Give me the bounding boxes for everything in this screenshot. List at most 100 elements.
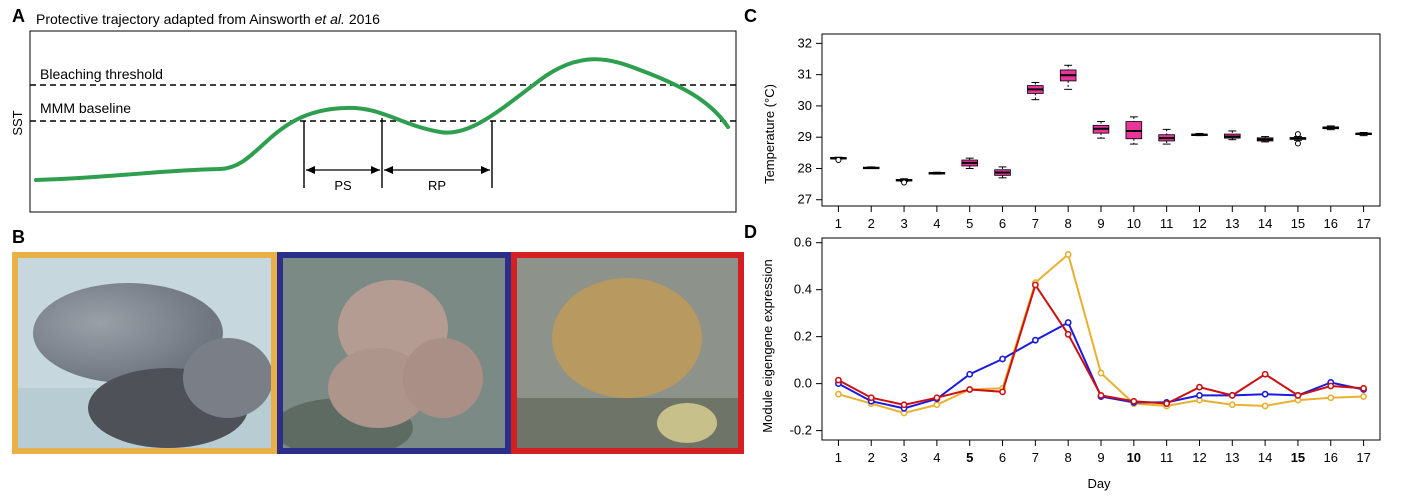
series-point-2 [1130,397,1138,405]
eigengene-line-chart: Module eigengene expression Day -0.2 0.0 0… [760,236,1381,491]
d-xtick-label: 17 [1356,450,1370,465]
series-point-2 [1031,281,1039,289]
panel-a-title: Protective trajectory adapted from Ainsw… [36,11,380,27]
box-outlier [1294,140,1301,147]
series-point-1 [1031,336,1039,344]
c-xtick-label: 9 [1097,216,1104,231]
series-point-2 [1327,382,1335,390]
d-xtick-label: 10 [1127,450,1141,465]
series-point-0 [1327,394,1335,402]
chart-c-frame [821,33,1381,207]
series-point-2 [1064,330,1072,338]
series-point-1 [1261,390,1269,398]
c-ytick-label: 30 [798,98,812,113]
coral-image-blue [283,258,505,448]
c-xtick-label: 4 [933,216,940,231]
series-point-0 [1360,393,1367,400]
c-xtick-label: 3 [900,216,907,231]
panel-label-b: B [12,227,25,247]
series-point-2 [867,394,875,402]
coral-photo-orange [12,252,277,454]
series-point-0 [1228,401,1236,409]
series-point-2 [1097,391,1105,399]
d-xtick-label: 1 [835,450,842,465]
series-point-2 [1163,400,1171,407]
series-point-1 [999,355,1006,363]
d-xtick-label: 13 [1225,450,1239,465]
c-ytick-label: 32 [798,35,812,50]
panel-label-a: A [12,6,25,26]
series-point-2 [933,394,941,402]
d-xtick-label: 16 [1324,450,1338,465]
c-xtick-label: 6 [999,216,1006,231]
panel-a-ylabel: SST [10,110,25,135]
c-ytick-label: 31 [798,67,812,82]
rp-interval-arrow [384,166,490,174]
d-xtick-label: 11 [1160,450,1174,465]
coral-photo-red [511,252,744,454]
series-line-0 [838,252,1364,415]
d-xtick-label: 8 [1065,450,1072,465]
chart-d-ylabel: Module eigengene expression [760,259,775,432]
rp-label: RP [428,178,446,193]
series-point-2 [1360,384,1367,392]
d-xtick-label: 9 [1097,450,1104,465]
series-point-2 [1294,391,1302,399]
c-ytick-label: 29 [798,129,812,144]
bleaching-threshold-label: Bleaching threshold [40,66,163,82]
c-ytick-label: 28 [798,160,812,175]
chart-c-ylabel: Temperature (°C) [762,84,777,184]
series-point-2 [1196,383,1203,391]
c-xtick-label: 14 [1258,216,1272,231]
coral-image-red [517,258,738,448]
d-xtick-label: 12 [1192,450,1206,465]
d-ytick-label: -0.2 [790,423,812,438]
ps-label: PS [334,178,352,193]
series-point-0 [1064,251,1072,258]
panel-label-c: C [744,6,757,26]
d-ytick-label: 0.6 [794,236,812,250]
c-xtick-label: 11 [1160,216,1174,231]
c-xtick-label: 7 [1032,216,1039,231]
protective-trajectory-diagram: Protective trajectory adapted from Ainsw… [10,11,737,213]
c-xtick-label: 15 [1291,216,1305,231]
d-xtick-label: 2 [868,450,875,465]
panel-label-d: D [744,222,757,242]
series-point-2 [900,401,908,409]
d-xtick-label: 5 [966,450,973,465]
c-xtick-label: 1 [835,216,842,231]
series-point-0 [1261,402,1269,410]
c-xtick-label: 13 [1225,216,1239,231]
d-xtick-label: 6 [999,450,1006,465]
d-xtick-label: 3 [900,450,907,465]
c-ytick-label: 27 [798,192,812,207]
series-point-1 [966,370,974,378]
series-point-1 [1064,319,1072,326]
c-xtick-label: 16 [1324,216,1338,231]
series-point-2 [966,386,974,393]
c-xtick-label: 17 [1356,216,1370,231]
series-point-2 [999,388,1006,396]
temperature-boxplot: Temperature (°C) 27 28 29 30 31 32 1 2 3 4 5 6 7 8 9 1… [762,33,1381,231]
c-xtick-label: 2 [868,216,875,231]
chart-d-xlabel: Day [1087,476,1111,491]
d-xtick-label: 4 [933,450,940,465]
series-point-0 [933,401,941,409]
sst-trajectory-curve [34,57,730,182]
c-xtick-label: 5 [966,216,973,231]
series-point-2 [835,376,842,384]
series-point-0 [1097,369,1105,377]
coral-photo-blue [277,252,511,454]
ps-interval-arrow [306,166,380,174]
mmm-baseline-label: MMM baseline [40,100,131,116]
coral-image-orange [18,258,271,448]
d-xtick-label: 7 [1032,450,1039,465]
series-point-0 [835,390,842,398]
series-line-2 [837,282,1364,406]
d-xtick-label: 14 [1258,450,1272,465]
c-xtick-label: 8 [1065,216,1072,231]
box-outlier [1294,131,1301,138]
d-ytick-label: 0.2 [794,329,812,344]
box-outlier [901,179,908,186]
series-point-2 [1261,370,1269,378]
